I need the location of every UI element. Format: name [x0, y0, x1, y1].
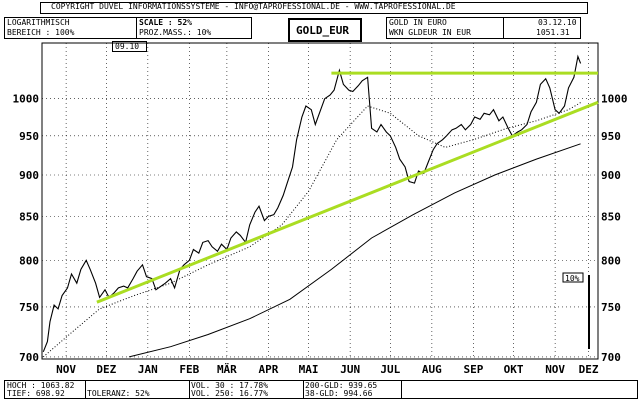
series-trend-up — [96, 100, 599, 304]
y-tick-label-right: 1000 — [601, 93, 628, 106]
wkn-label: WKN GLDEUR IN EUR — [389, 28, 471, 37]
footer-toleranz: TOLERANZ: 52% — [87, 389, 150, 398]
x-tick-label: JUL — [380, 363, 400, 376]
range-date-label: 09.10 — [115, 42, 140, 51]
symbol-label: GOLD_EUR — [296, 24, 349, 37]
y-tick-label-left: 950 — [19, 130, 39, 143]
series-ma200 — [128, 143, 581, 358]
x-tick-label: DEZ — [96, 363, 116, 376]
footer-divider-3 — [303, 381, 304, 398]
x-tick-label: SEP — [463, 363, 483, 376]
range-label: BEREICH : 100% — [7, 28, 75, 37]
x-tick-label: MAI — [299, 363, 319, 376]
info-panel-mid: SCALE : 52% PROZ.MASS.: 10% — [136, 17, 252, 39]
y-tick-label-left: 800 — [19, 254, 39, 267]
footer-gld38: 38-GLD: 994.66 — [305, 389, 373, 398]
y-tick-label-right: 750 — [601, 301, 621, 314]
x-tick-label: NOV — [56, 363, 76, 376]
last-price: 1051.31 — [536, 28, 570, 37]
x-tick-label: APR — [258, 363, 278, 376]
y-tick-label-left: 750 — [19, 301, 39, 314]
date-label: 03.12.10 — [538, 18, 577, 27]
symbol-box: GOLD_EUR — [288, 18, 362, 42]
footer-divider-2 — [189, 381, 190, 398]
y-tick-label-right: 850 — [601, 210, 621, 223]
footer-vol30: VOL. 30 : 17.78% — [191, 381, 269, 390]
x-tick-label: NOV — [545, 363, 565, 376]
x-tick-label: JAN — [138, 363, 158, 376]
y-tick-label-left: 1000 — [13, 93, 40, 106]
copyright-text: COPYRIGHT DUVEL INFORMATIONSSYSTEME - IN… — [51, 2, 456, 11]
y-tick-label-right: 800 — [601, 254, 621, 267]
x-tick-label: OKT — [504, 363, 524, 376]
y-tick-label-left: 700 — [19, 351, 39, 364]
x-tick-label: DEZ — [579, 363, 599, 376]
footer-divider-4 — [401, 381, 402, 398]
footer-vol250: VOL. 250: 16.77% — [191, 389, 269, 398]
footer-panel: HOCH : 1063.82 TIEF: 698.92 TOLERANZ: 52… — [4, 380, 638, 399]
x-tick-label: AUG — [422, 363, 442, 376]
y-tick-label-right: 700 — [601, 351, 621, 364]
footer-divider-1 — [85, 381, 86, 398]
x-tick-label: MÄR — [217, 362, 237, 376]
y-tick-label-right: 900 — [601, 169, 621, 182]
x-tick-label: JUN — [340, 363, 360, 376]
scale-marker-box — [562, 272, 584, 283]
footer-tief: TIEF: 698.92 — [7, 389, 65, 398]
footer-hoch: HOCH : 1063.82 — [7, 381, 75, 390]
copyright-banner: COPYRIGHT DUVEL INFORMATIONSSYSTEME - IN… — [40, 2, 588, 14]
y-tick-label-left: 900 — [19, 169, 39, 182]
scale-marker-label: 10% — [565, 274, 580, 283]
y-tick-label-right: 950 — [601, 130, 621, 143]
plot-frame — [41, 42, 599, 360]
range-date-box: 09.10 — [112, 41, 147, 52]
prozmass-label: PROZ.MASS.: 10% — [139, 28, 212, 37]
series-price — [42, 54, 582, 353]
footer-gld200: 200-GLD: 939.65 — [305, 381, 378, 390]
date-panel: 03.12.10 1051.31 — [503, 17, 581, 39]
series-ma38 — [42, 102, 581, 358]
y-tick-label-left: 850 — [19, 210, 39, 223]
scale-mode-label: LOGARITHMISCH — [7, 18, 70, 27]
x-tick-label: FEB — [179, 363, 199, 376]
scale-label: SCALE : 52% — [139, 18, 192, 27]
instrument-name: GOLD IN EURO — [389, 18, 447, 27]
